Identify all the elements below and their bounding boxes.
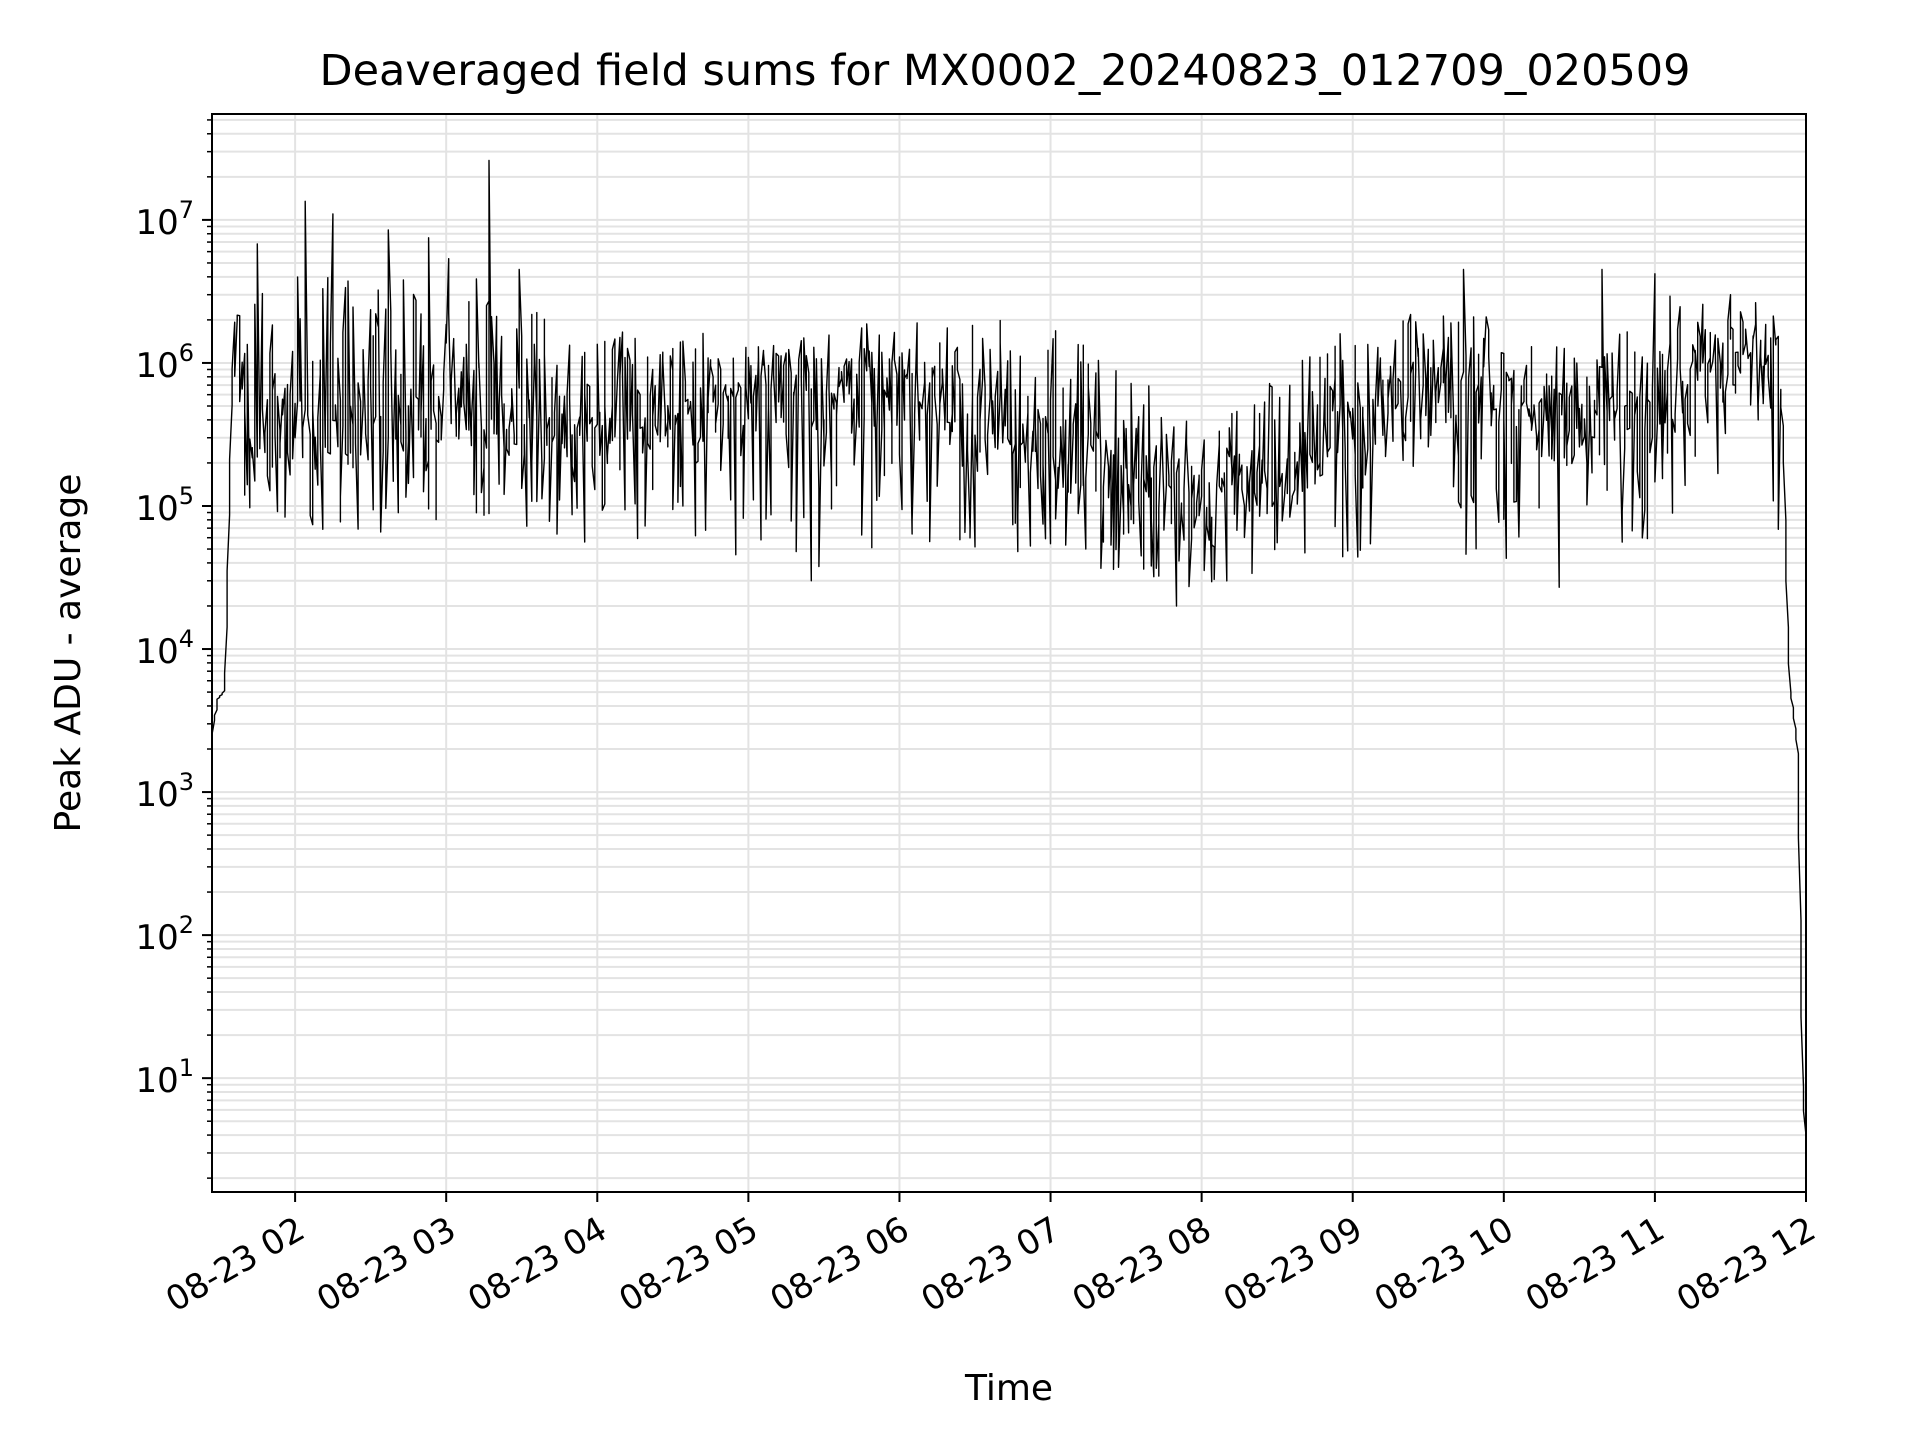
chart-title: Deaveraged field sums for MX0002_2024082…	[319, 46, 1690, 96]
x-axis-label: Time	[964, 1368, 1053, 1409]
grid-layer	[212, 114, 1807, 1192]
y-tick-label: 105	[135, 482, 194, 529]
y-tick-label: 101	[135, 1054, 194, 1101]
plot-frame	[211, 113, 1807, 1193]
series-layer	[211, 159, 1807, 1136]
y-tick-label: 103	[135, 768, 194, 815]
y-tick-label: 107	[135, 196, 194, 243]
y-axis-label: Peak ADU - average	[48, 474, 89, 833]
y-tick-label: 106	[135, 339, 194, 386]
y-tick-label: 102	[135, 911, 194, 958]
series-line	[211, 159, 1807, 1136]
y-tick-label: 104	[135, 625, 194, 672]
